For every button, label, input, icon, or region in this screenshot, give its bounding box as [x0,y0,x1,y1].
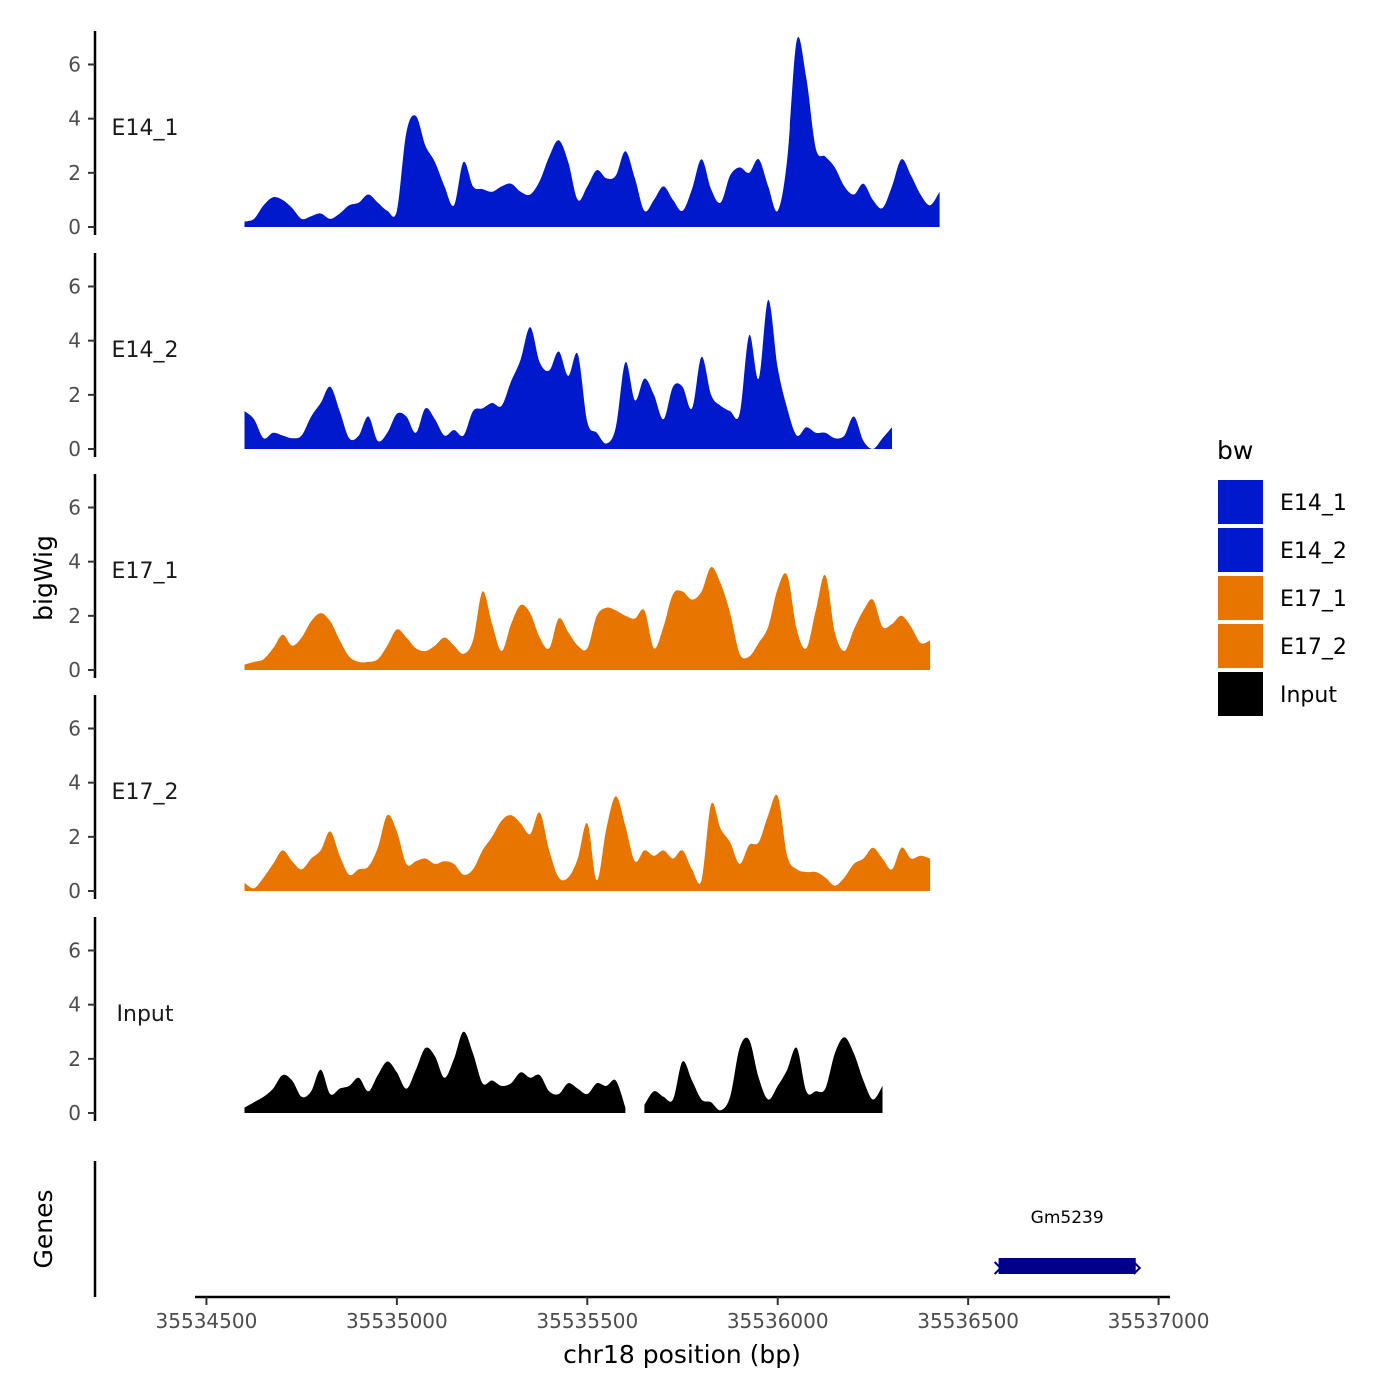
y-tick-label: 0 [68,215,81,239]
legend-label: E17_2 [1280,635,1347,660]
track-E17_1: 0 2 4 6 E17_1 [68,474,931,682]
track-label: E17_1 [112,559,179,584]
gene-Gm5239: Gm5239 [993,1208,1142,1275]
legend-label: Input [1280,683,1337,708]
signal-area-Input [244,1031,626,1113]
y-tick-label: 2 [68,383,81,407]
legend-swatch [1218,576,1263,620]
signal-area-E14_2 [244,299,892,449]
legend-swatch [1218,624,1263,668]
legend-swatch [1218,480,1263,524]
signal-area-E17_1 [244,566,931,670]
y-tick-label: 0 [68,658,81,682]
signal-area-E14_1 [244,36,940,227]
track-E17_2: 0 2 4 6 E17_2 [68,695,931,903]
x-tick-label: 35537000 [1108,1309,1210,1333]
gene-strand-marker [1133,1261,1142,1275]
track-label: E17_2 [112,780,179,805]
legend-label: E17_1 [1280,587,1347,612]
y-tick-label: 6 [68,53,81,77]
legend-label: E14_1 [1280,491,1347,516]
y-tick-label: 6 [68,496,81,520]
x-tick-label: 35534500 [156,1309,258,1333]
track-Input: 0 2 4 6 Input [68,917,883,1125]
track-E14_2: 0 2 4 6 E14_2 [68,253,892,461]
gene-strand-marker [993,1261,1003,1275]
legend-title: bw [1217,436,1253,465]
signal-area-E17_2 [244,794,931,891]
y-tick-label: 0 [68,1101,81,1125]
legend: bw E14_1 E14_2 E17_1 E17_2 Input [1217,436,1347,716]
x-tick-label: 35536000 [727,1309,829,1333]
x-axis-ticks: 35534500 35535000 35535500 35536000 35536500… [156,1297,1210,1333]
x-tick-label: 35535000 [346,1309,448,1333]
y-tick-label: 4 [68,993,81,1017]
y-tick-label: 4 [68,329,81,353]
x-axis-title: chr18 position (bp) [563,1340,801,1369]
y-tick-label: 2 [68,161,81,185]
signal-tracks: 0 2 4 6 E14_1 0 2 4 6 E14_2 0 2 4 6 E17_1 0 2 4 6 E17_2 0 2 4 6… [68,31,940,1125]
y-axis-title: bigWig [29,535,58,621]
y-tick-label: 2 [68,1047,81,1071]
gene-body [998,1258,1136,1274]
track-label: Input [117,1002,174,1027]
y-tick-label: 6 [68,939,81,963]
y-tick-label: 2 [68,825,81,849]
legend-entry-E14_1: E14_1 [1218,480,1347,524]
x-tick-label: 35535500 [536,1309,638,1333]
y-tick-label: 0 [68,437,81,461]
y-tick-label: 6 [68,717,81,741]
signal-area-Input [644,1037,883,1113]
y-tick-label: 4 [68,550,81,574]
legend-swatch [1218,528,1263,572]
legend-swatch [1218,672,1263,716]
legend-label: E14_2 [1280,539,1347,564]
y-tick-label: 4 [68,771,81,795]
legend-entry-E17_2: E17_2 [1218,624,1347,668]
track-label: E14_2 [112,338,179,363]
gene-list: Gm5239 [993,1208,1142,1275]
genes-track-title: Genes [29,1189,58,1268]
y-tick-label: 4 [68,107,81,131]
legend-entry-E14_2: E14_2 [1218,528,1347,572]
y-tick-label: 2 [68,604,81,628]
gene-label: Gm5239 [1031,1208,1104,1228]
legend-entry-E17_1: E17_1 [1218,576,1347,620]
track-E14_1: 0 2 4 6 E14_1 [68,31,940,239]
y-tick-label: 0 [68,879,81,903]
y-tick-label: 6 [68,275,81,299]
legend-entry-Input: Input [1218,672,1337,716]
track-label: E14_1 [112,116,179,141]
x-axis: 35534500 35535000 35535500 35536000 35536500… [156,1295,1210,1369]
genes-track: Genes Gm5239 [29,1161,1142,1297]
legend-entries: E14_1 E14_2 E17_1 E17_2 Input [1218,480,1347,716]
x-tick-label: 35536500 [917,1309,1019,1333]
